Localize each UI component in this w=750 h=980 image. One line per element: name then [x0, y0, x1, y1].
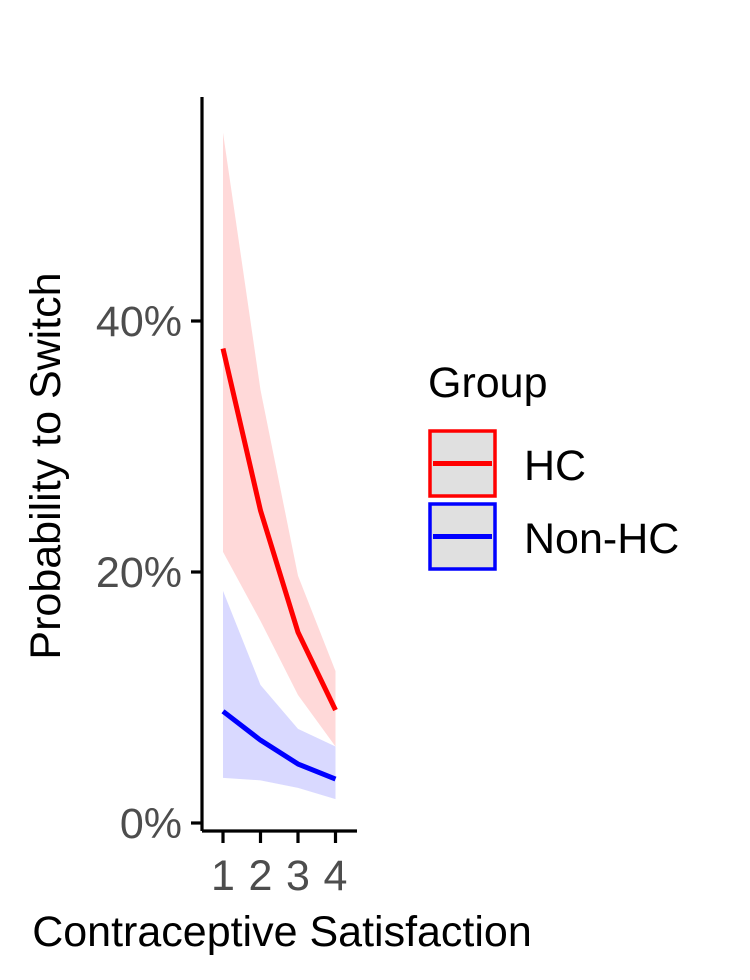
x-tick-label: 1 [211, 852, 235, 900]
band-non-hc [223, 590, 336, 800]
series-line-non-hc [221, 709, 337, 782]
x-axis-title: Contraceptive Satisfaction [32, 908, 532, 956]
plot-bands [223, 132, 336, 800]
legend-item-non-hc: Non-HC [428, 502, 679, 571]
y-axis-title: Probability to Switch [22, 272, 70, 659]
x-tick-label: 3 [286, 852, 310, 900]
legend-title: Group [428, 359, 548, 407]
y-tick-label: 20% [96, 549, 182, 597]
plot-lines [220, 348, 338, 782]
y-tick-label: 0% [120, 800, 182, 848]
legend-label-non-hc: Non-HC [524, 515, 679, 563]
y-tick-label: 40% [96, 298, 182, 346]
legend-item-hc: HC [428, 429, 586, 498]
x-tick-label: 2 [249, 852, 273, 900]
series-line-hc [220, 348, 338, 712]
band-hc [223, 132, 336, 747]
x-tick-label: 4 [324, 852, 348, 900]
legend: Group HC Non-HC [428, 359, 679, 571]
y-axis: 0% 20% 40% [96, 97, 204, 848]
legend-label-hc: HC [524, 442, 586, 490]
